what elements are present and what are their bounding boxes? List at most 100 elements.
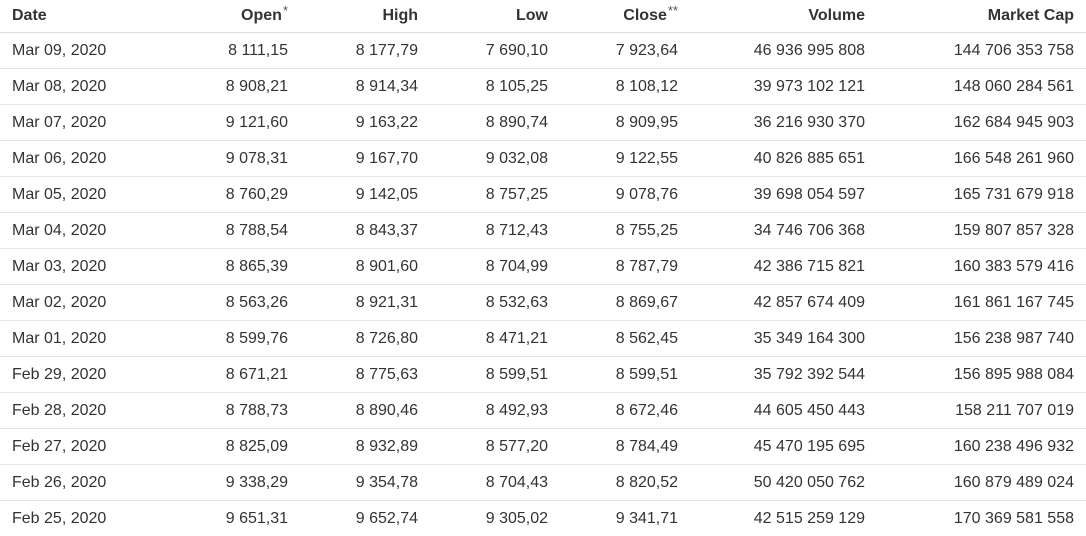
cell-market-cap: 160 383 579 416 bbox=[877, 249, 1086, 285]
cell-open: 8 825,09 bbox=[165, 429, 300, 465]
cell-close: 8 562,45 bbox=[560, 321, 690, 357]
cell-volume: 35 349 164 300 bbox=[690, 321, 877, 357]
cell-date: Mar 07, 2020 bbox=[0, 105, 165, 141]
cell-close: 8 787,79 bbox=[560, 249, 690, 285]
cell-high: 8 726,80 bbox=[300, 321, 430, 357]
column-header-high-label: High bbox=[382, 7, 418, 24]
cell-market-cap: 148 060 284 561 bbox=[877, 69, 1086, 105]
cell-low: 8 577,20 bbox=[430, 429, 560, 465]
column-header-date[interactable]: Date bbox=[0, 0, 165, 33]
column-header-low[interactable]: Low bbox=[430, 0, 560, 33]
cell-close: 8 784,49 bbox=[560, 429, 690, 465]
cell-close: 8 869,67 bbox=[560, 285, 690, 321]
column-header-market-cap[interactable]: Market Cap bbox=[877, 0, 1086, 33]
cell-volume: 39 973 102 121 bbox=[690, 69, 877, 105]
cell-low: 8 890,74 bbox=[430, 105, 560, 141]
cell-low: 7 690,10 bbox=[430, 33, 560, 69]
column-header-date-label: Date bbox=[12, 7, 47, 24]
cell-date: Feb 27, 2020 bbox=[0, 429, 165, 465]
cell-low: 8 492,93 bbox=[430, 393, 560, 429]
cell-open: 9 338,29 bbox=[165, 465, 300, 501]
cell-close: 9 341,71 bbox=[560, 501, 690, 536]
cell-market-cap: 170 369 581 558 bbox=[877, 501, 1086, 536]
cell-open: 8 111,15 bbox=[165, 33, 300, 69]
cell-high: 8 843,37 bbox=[300, 213, 430, 249]
cell-market-cap: 165 731 679 918 bbox=[877, 177, 1086, 213]
cell-high: 9 354,78 bbox=[300, 465, 430, 501]
cell-close: 9 078,76 bbox=[560, 177, 690, 213]
column-header-close[interactable]: Close** bbox=[560, 0, 690, 33]
cell-high: 8 890,46 bbox=[300, 393, 430, 429]
cell-market-cap: 161 861 167 745 bbox=[877, 285, 1086, 321]
cell-open: 9 651,31 bbox=[165, 501, 300, 536]
cell-high: 8 177,79 bbox=[300, 33, 430, 69]
cell-close: 8 599,51 bbox=[560, 357, 690, 393]
cell-open: 8 671,21 bbox=[165, 357, 300, 393]
cell-date: Mar 05, 2020 bbox=[0, 177, 165, 213]
cell-high: 9 652,74 bbox=[300, 501, 430, 536]
cell-high: 8 775,63 bbox=[300, 357, 430, 393]
cell-open: 8 865,39 bbox=[165, 249, 300, 285]
cell-open: 8 599,76 bbox=[165, 321, 300, 357]
cell-low: 9 305,02 bbox=[430, 501, 560, 536]
cell-market-cap: 159 807 857 328 bbox=[877, 213, 1086, 249]
cell-open: 8 760,29 bbox=[165, 177, 300, 213]
cell-volume: 34 746 706 368 bbox=[690, 213, 877, 249]
cell-open: 9 121,60 bbox=[165, 105, 300, 141]
cell-low: 8 712,43 bbox=[430, 213, 560, 249]
cell-open: 9 078,31 bbox=[165, 141, 300, 177]
cell-volume: 46 936 995 808 bbox=[690, 33, 877, 69]
column-header-volume-label: Volume bbox=[808, 7, 865, 24]
cell-high: 8 901,60 bbox=[300, 249, 430, 285]
column-header-volume[interactable]: Volume bbox=[690, 0, 877, 33]
cell-low: 8 757,25 bbox=[430, 177, 560, 213]
column-header-open-label: Open bbox=[241, 7, 282, 24]
column-header-low-label: Low bbox=[516, 7, 548, 24]
cell-close: 8 672,46 bbox=[560, 393, 690, 429]
cell-high: 9 142,05 bbox=[300, 177, 430, 213]
cell-close: 8 909,95 bbox=[560, 105, 690, 141]
cell-market-cap: 156 238 987 740 bbox=[877, 321, 1086, 357]
cell-low: 9 032,08 bbox=[430, 141, 560, 177]
cell-close: 7 923,64 bbox=[560, 33, 690, 69]
cell-date: Feb 28, 2020 bbox=[0, 393, 165, 429]
cell-low: 8 105,25 bbox=[430, 69, 560, 105]
cell-volume: 45 470 195 695 bbox=[690, 429, 877, 465]
cell-market-cap: 160 879 489 024 bbox=[877, 465, 1086, 501]
cell-date: Mar 08, 2020 bbox=[0, 69, 165, 105]
cell-market-cap: 158 211 707 019 bbox=[877, 393, 1086, 429]
column-header-close-label: Close bbox=[623, 7, 667, 24]
cell-volume: 44 605 450 443 bbox=[690, 393, 877, 429]
cell-date: Feb 29, 2020 bbox=[0, 357, 165, 393]
cell-close: 8 755,25 bbox=[560, 213, 690, 249]
cell-low: 8 471,21 bbox=[430, 321, 560, 357]
cell-high: 8 914,34 bbox=[300, 69, 430, 105]
cell-volume: 36 216 930 370 bbox=[690, 105, 877, 141]
cell-open: 8 788,54 bbox=[165, 213, 300, 249]
cell-volume: 42 386 715 821 bbox=[690, 249, 877, 285]
cell-date: Mar 03, 2020 bbox=[0, 249, 165, 285]
cell-high: 9 163,22 bbox=[300, 105, 430, 141]
cell-high: 8 921,31 bbox=[300, 285, 430, 321]
cell-low: 8 532,63 bbox=[430, 285, 560, 321]
cell-date: Mar 01, 2020 bbox=[0, 321, 165, 357]
cell-volume: 35 792 392 544 bbox=[690, 357, 877, 393]
column-header-open[interactable]: Open* bbox=[165, 0, 300, 33]
column-header-high[interactable]: High bbox=[300, 0, 430, 33]
cell-market-cap: 166 548 261 960 bbox=[877, 141, 1086, 177]
table-header-row: Date Open* High Low Close** Volume Marke… bbox=[0, 0, 1086, 33]
cell-date: Feb 25, 2020 bbox=[0, 501, 165, 536]
column-header-market-cap-label: Market Cap bbox=[988, 7, 1074, 24]
cell-low: 8 704,99 bbox=[430, 249, 560, 285]
